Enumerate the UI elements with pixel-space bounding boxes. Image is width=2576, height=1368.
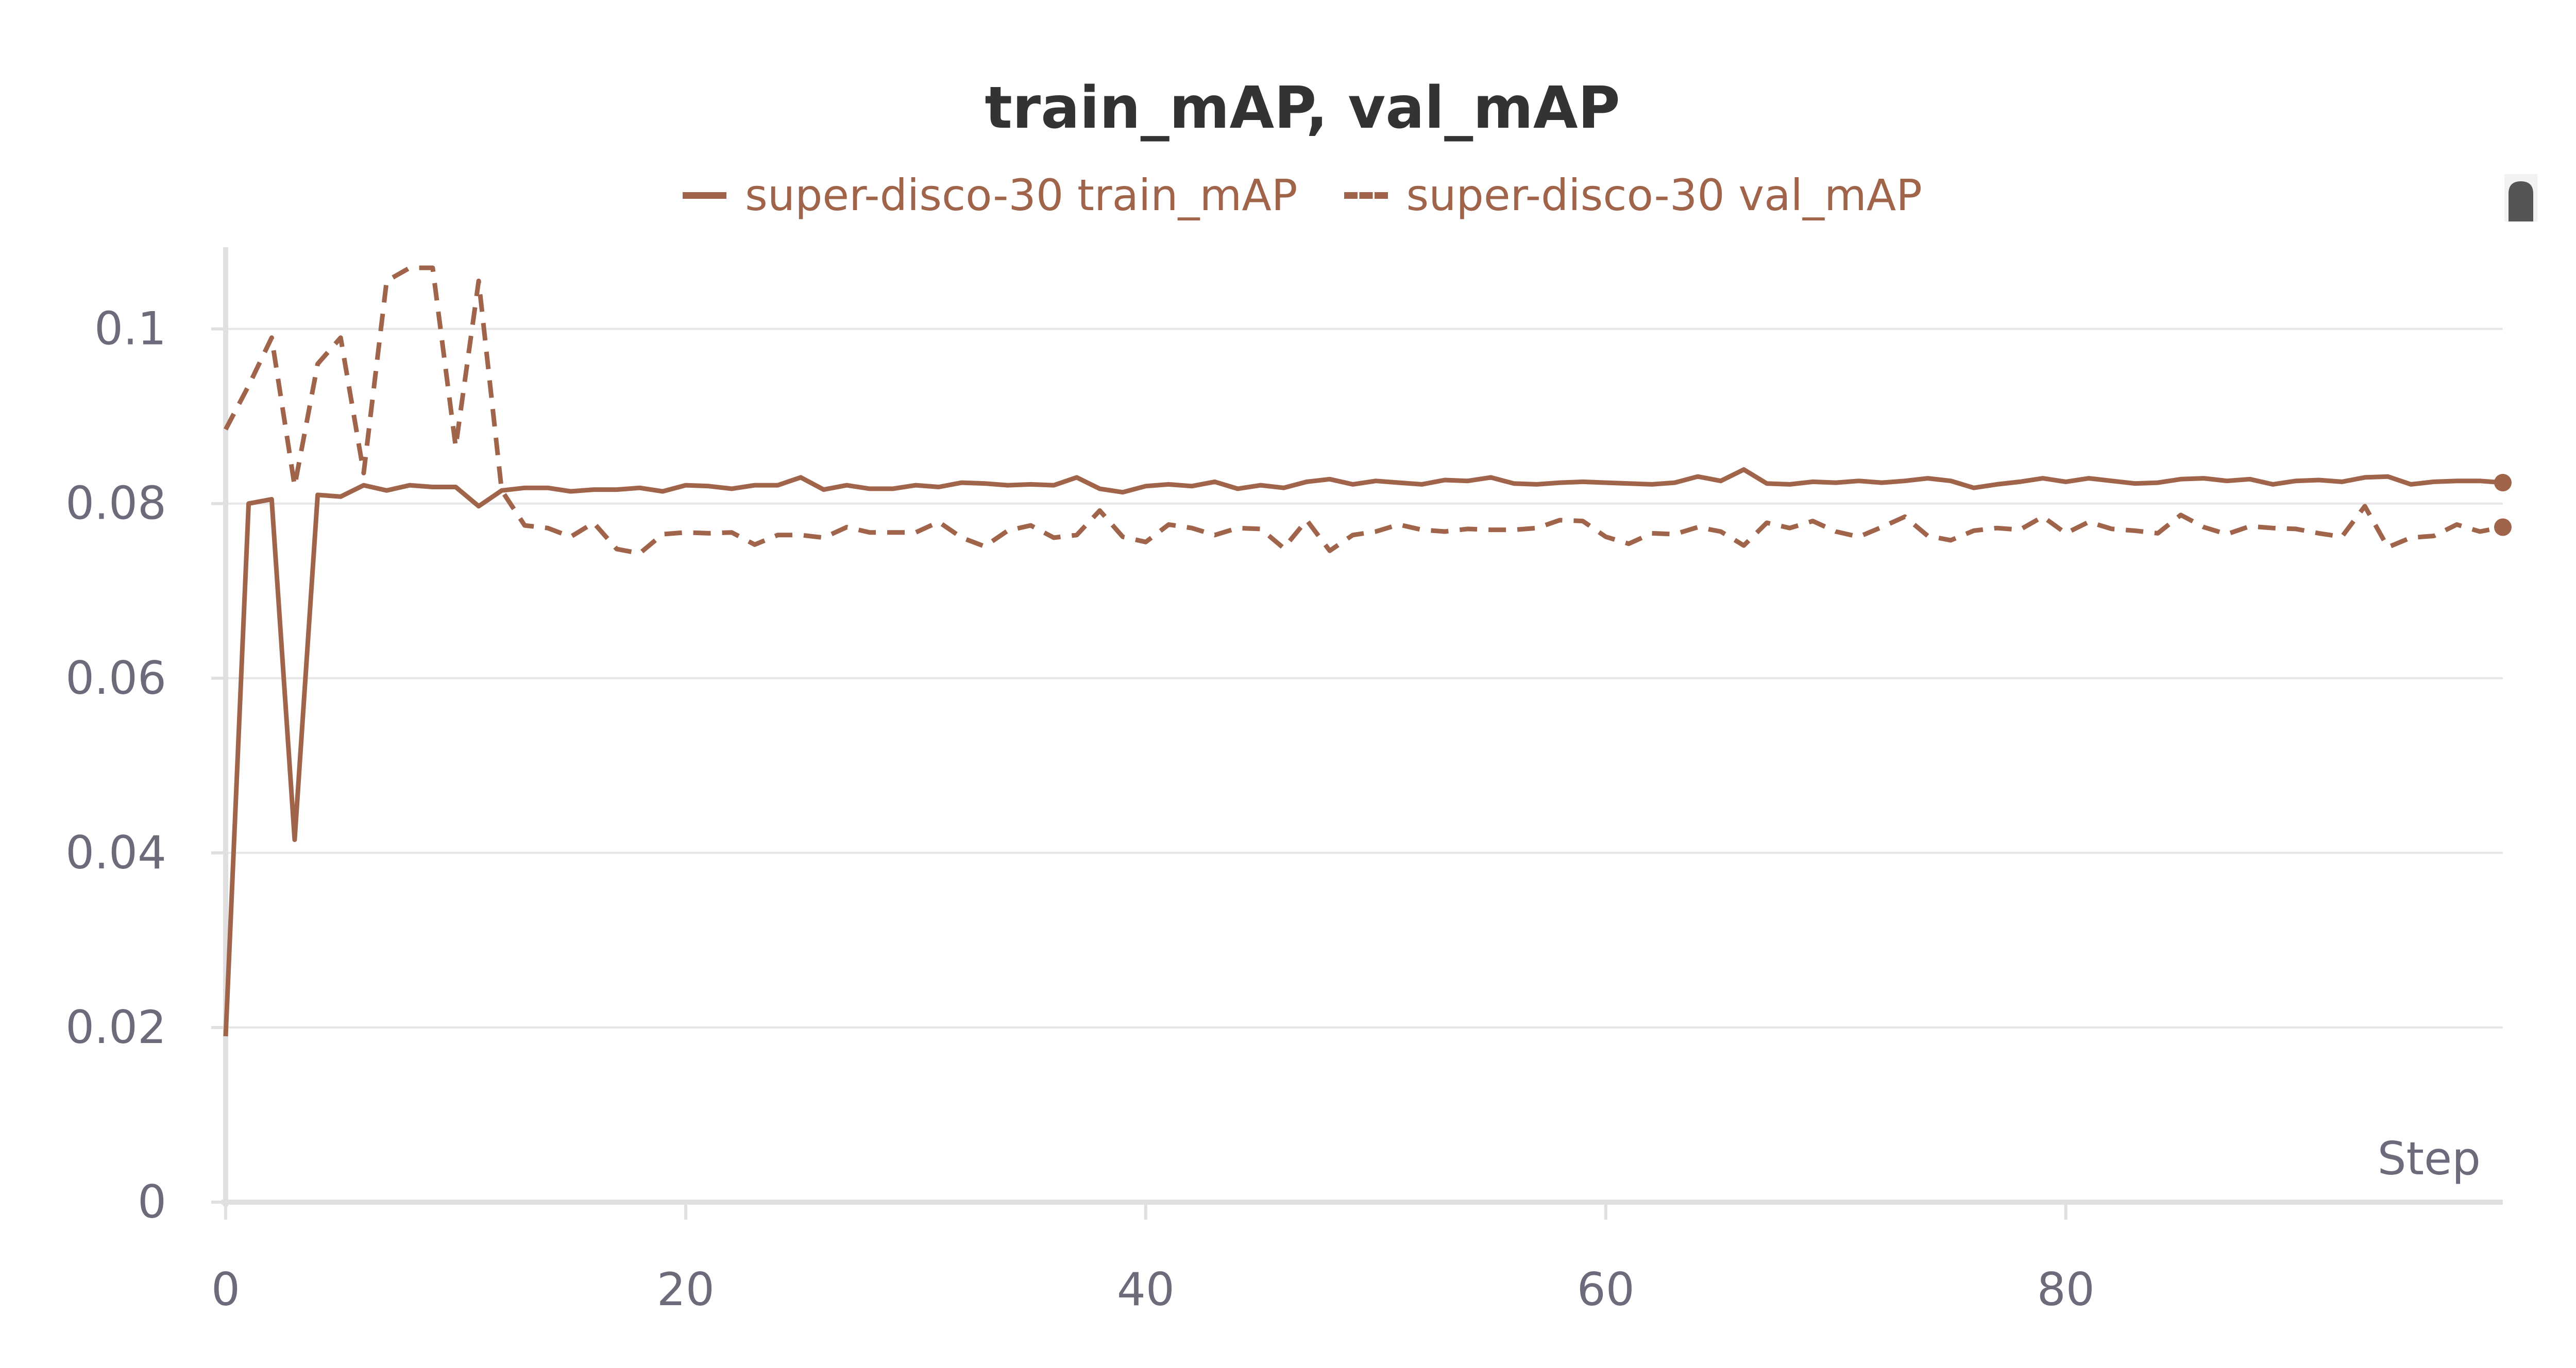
legend-label-val: super-disco-30 val_mAP [1406,170,1922,220]
x-tick-label: 60 [1577,1263,1635,1316]
y-tick-label: 0.06 [65,652,166,705]
legend: super-disco-30 train_mAP super-disco-30 … [0,170,2576,220]
legend-item-val[interactable]: super-disco-30 val_mAP [1344,170,1922,220]
y-tick-label: 0.08 [65,477,166,530]
series-end-marker-val [2494,518,2512,536]
panel-grip-icon[interactable] [2504,174,2537,221]
x-tick-label: 0 [211,1263,240,1316]
legend-label-train: super-disco-30 train_mAP [745,170,1298,220]
grid [226,328,2503,1029]
y-tick-label: 0 [138,1175,166,1228]
x-tick-label: 20 [657,1263,715,1316]
series-line-val [224,265,2503,556]
legend-swatch-dashed [1344,192,1388,199]
tick-labels: 0 0.02 0.04 0.06 0.08 0.1 0 20 40 60 80 [65,302,2095,1316]
y-tick-label: 0.02 [65,1001,166,1054]
chart-title: train_mAP, val_mAP [985,75,1620,142]
series-end-marker-train [2494,474,2512,492]
y-tick-label: 0.1 [94,302,166,355]
x-axis-title: Step [2378,1132,2481,1185]
series [223,265,2512,1037]
x-tick-label: 80 [2037,1263,2095,1316]
x-tick-label: 40 [1117,1263,1175,1316]
legend-item-train[interactable]: super-disco-30 train_mAP [683,170,1298,220]
axes [211,247,2503,1220]
legend-swatch-solid [683,192,727,199]
series-line-train [223,467,2503,1037]
y-tick-label: 0.04 [65,826,166,879]
